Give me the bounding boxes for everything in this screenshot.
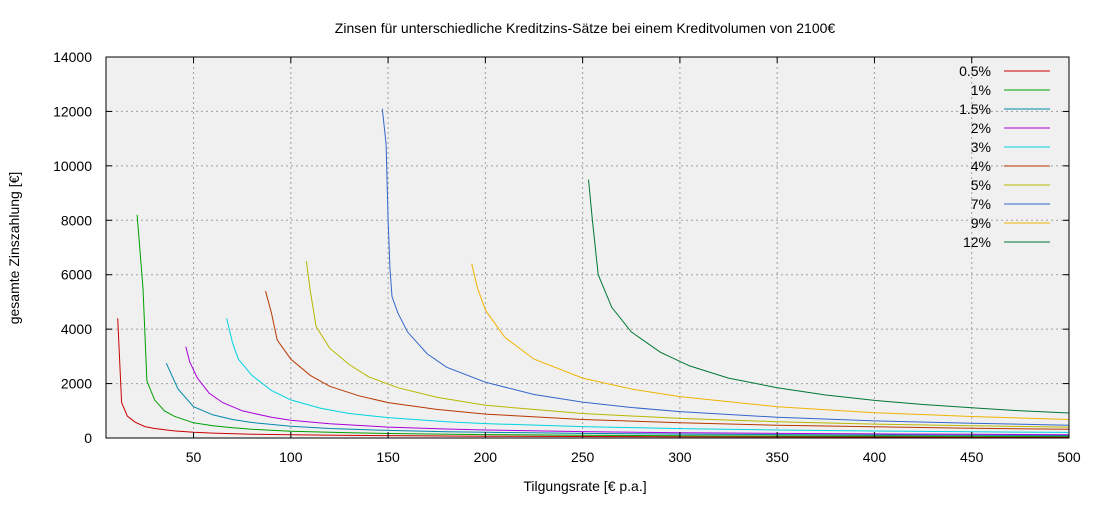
legend-label: 12% — [963, 234, 991, 250]
series-line-4 — [226, 318, 1070, 433]
legend-label: 7% — [971, 196, 991, 212]
y-tick-label: 10000 — [53, 158, 92, 174]
series-lines — [117, 108, 1070, 438]
x-tick-label: 500 — [1057, 449, 1081, 465]
x-tick-label: 250 — [571, 449, 595, 465]
legend-label: 1% — [971, 82, 991, 98]
plot-area — [106, 57, 1069, 438]
legend-label: 0.5% — [959, 63, 991, 79]
series-line-8 — [471, 263, 1070, 420]
series-line-3 — [185, 346, 1070, 436]
series-line-5 — [265, 290, 1070, 430]
y-tick-label: 2000 — [61, 376, 92, 392]
x-tick-label: 450 — [960, 449, 984, 465]
x-tick-label: 350 — [766, 449, 790, 465]
series-line-0 — [117, 318, 1069, 438]
x-tick-label: 300 — [668, 449, 692, 465]
series-line-2 — [165, 362, 1070, 436]
axis-ticks: 50 100 150 200 250 300 350 400 450 500 0 2000 4000 60… — [53, 49, 1081, 465]
x-tick-label: 400 — [863, 449, 887, 465]
x-tick-label: 100 — [279, 449, 303, 465]
plot-border — [105, 56, 1070, 439]
y-tick-label: 8000 — [61, 212, 92, 228]
legend-label: 3% — [971, 139, 991, 155]
grid — [106, 57, 1069, 438]
chart-title: Zinsen für unterschiedliche Kreditzins-S… — [335, 20, 836, 36]
legend-label: 1.5% — [959, 101, 991, 117]
legend: 0.5% 1% 1.5% 2% 3% 4% 5% 7% 9% 12% — [959, 63, 1050, 250]
x-tick-label: 150 — [376, 449, 400, 465]
y-axis-label: gesamte Zinszahlung [€] — [6, 172, 22, 325]
series-line-7 — [381, 108, 1070, 426]
series-line-9 — [588, 179, 1070, 414]
x-axis-label: Tilgungsrate [€ p.a.] — [523, 478, 646, 494]
series-line-1 — [136, 214, 1070, 437]
y-tick-label: 12000 — [53, 103, 92, 119]
legend-label: 5% — [971, 177, 991, 193]
y-tick-label: 14000 — [53, 49, 92, 65]
legend-label: 9% — [971, 215, 991, 231]
y-tick-label: 6000 — [61, 267, 92, 283]
x-tick-label: 50 — [186, 449, 202, 465]
y-tick-label: 0 — [84, 430, 92, 446]
y-tick-label: 4000 — [61, 321, 92, 337]
legend-label: 2% — [971, 120, 991, 136]
x-tick-label: 200 — [474, 449, 498, 465]
legend-label: 4% — [971, 158, 991, 174]
series-line-6 — [305, 261, 1070, 428]
